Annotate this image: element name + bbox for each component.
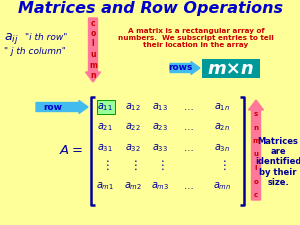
Text: $a_{33}$: $a_{33}$ bbox=[152, 142, 168, 154]
Text: Matrices and Row Operations: Matrices and Row Operations bbox=[17, 2, 283, 16]
Text: $\vdots$: $\vdots$ bbox=[129, 158, 137, 172]
Text: $a_{ij}$: $a_{ij}$ bbox=[4, 31, 19, 45]
Text: $a_{13}$: $a_{13}$ bbox=[152, 101, 168, 113]
Text: $\vdots$: $\vdots$ bbox=[156, 158, 164, 172]
Text: m: m bbox=[89, 61, 97, 70]
Text: $\ldots$: $\ldots$ bbox=[183, 181, 193, 191]
Text: $a_{11}$: $a_{11}$ bbox=[97, 101, 113, 113]
Text: rows: rows bbox=[168, 63, 192, 72]
Text: Matrices
are
identified
by their
size.: Matrices are identified by their size. bbox=[255, 137, 300, 187]
Text: A matrix is a rectangular array of
numbers.  We subscript entries to tell
their : A matrix is a rectangular array of numbe… bbox=[118, 28, 274, 48]
Text: $a_{32}$: $a_{32}$ bbox=[125, 142, 141, 154]
Text: $a_{23}$: $a_{23}$ bbox=[152, 121, 168, 133]
FancyBboxPatch shape bbox=[97, 99, 115, 113]
Text: $a_{mn}$: $a_{mn}$ bbox=[213, 180, 231, 192]
Text: $a_{12}$: $a_{12}$ bbox=[125, 101, 141, 113]
Text: c: c bbox=[254, 192, 258, 198]
Text: m×n: m×n bbox=[208, 59, 254, 77]
Text: $\ldots$: $\ldots$ bbox=[183, 122, 193, 132]
Bar bbox=[202, 59, 260, 78]
Text: row: row bbox=[44, 103, 62, 112]
Text: $\ldots$: $\ldots$ bbox=[183, 102, 193, 112]
Text: s: s bbox=[254, 111, 258, 117]
Text: l: l bbox=[255, 165, 257, 171]
Text: c: c bbox=[91, 18, 95, 27]
Text: $a_{2n}$: $a_{2n}$ bbox=[214, 121, 230, 133]
Text: l: l bbox=[92, 40, 94, 49]
Text: " j th column": " j th column" bbox=[4, 47, 66, 56]
Text: n: n bbox=[254, 124, 259, 130]
FancyArrow shape bbox=[248, 100, 263, 200]
FancyArrow shape bbox=[170, 61, 200, 74]
Text: $a_{3n}$: $a_{3n}$ bbox=[214, 142, 230, 154]
Text: o: o bbox=[254, 178, 258, 184]
FancyArrow shape bbox=[85, 18, 100, 82]
Text: $\vdots$: $\vdots$ bbox=[101, 158, 109, 172]
Text: u: u bbox=[254, 151, 259, 158]
Text: $a_{21}$: $a_{21}$ bbox=[97, 121, 113, 133]
Text: $a_{m1}$: $a_{m1}$ bbox=[96, 180, 114, 192]
FancyArrow shape bbox=[36, 101, 88, 113]
Text: $a_{31}$: $a_{31}$ bbox=[97, 142, 113, 154]
Text: n: n bbox=[90, 71, 96, 80]
Text: $a_{22}$: $a_{22}$ bbox=[125, 121, 141, 133]
Text: m: m bbox=[252, 138, 260, 144]
Text: o: o bbox=[90, 29, 96, 38]
Text: $a_{1n}$: $a_{1n}$ bbox=[214, 101, 230, 113]
Text: $a_{m2}$: $a_{m2}$ bbox=[124, 180, 142, 192]
Text: $a_{m3}$: $a_{m3}$ bbox=[151, 180, 169, 192]
Text: $A=$: $A=$ bbox=[59, 144, 83, 158]
Text: $\vdots$: $\vdots$ bbox=[218, 158, 226, 172]
Text: $\ldots$: $\ldots$ bbox=[183, 143, 193, 153]
Text: "i th row": "i th row" bbox=[25, 34, 68, 43]
Text: u: u bbox=[90, 50, 96, 59]
